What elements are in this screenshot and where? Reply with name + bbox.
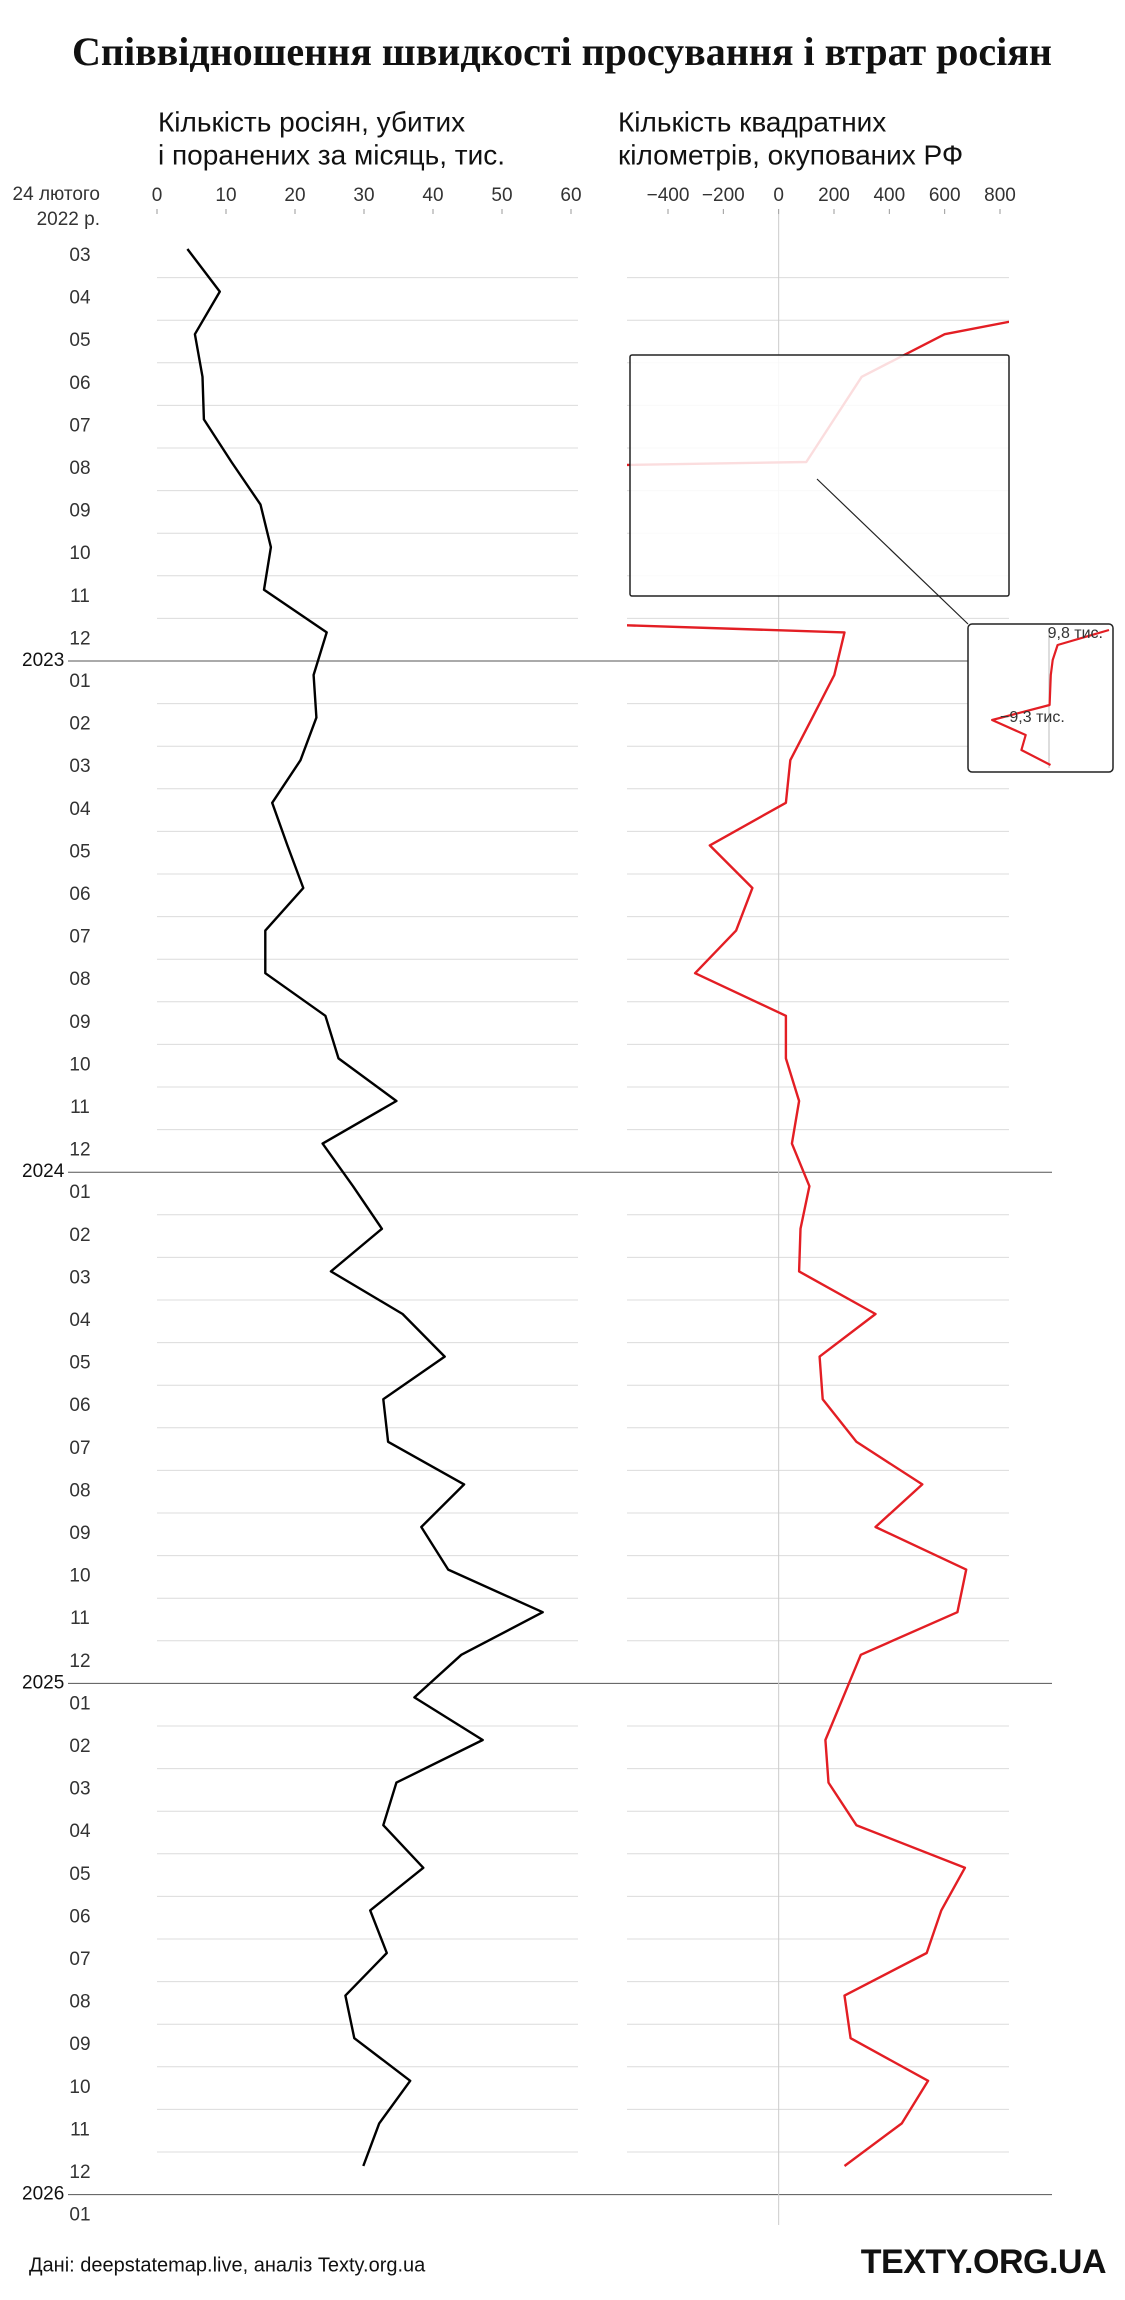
month-label: 05 bbox=[69, 330, 90, 351]
x-tick-label: 30 bbox=[353, 185, 374, 206]
month-label: 11 bbox=[70, 2119, 90, 2140]
year-label: 2024 bbox=[22, 1161, 65, 1182]
month-label: 09 bbox=[69, 1523, 90, 1544]
month-label: 04 bbox=[69, 799, 91, 820]
month-label: 04 bbox=[69, 288, 91, 309]
month-label: 05 bbox=[69, 1353, 90, 1374]
year-label: 2026 bbox=[22, 2184, 64, 2205]
x-axis-title: Кількість росіян, убитих bbox=[158, 106, 465, 137]
x-tick-label: −400 bbox=[647, 185, 690, 206]
month-label: 12 bbox=[69, 1651, 90, 1672]
month-label: 08 bbox=[69, 1992, 90, 2013]
month-label: 07 bbox=[69, 415, 90, 436]
month-label: 01 bbox=[69, 2205, 90, 2226]
month-label: 06 bbox=[69, 1906, 90, 1927]
x-tick-label: 50 bbox=[491, 185, 512, 206]
annotation: −9,3 тис. bbox=[1000, 709, 1065, 726]
start-label: 2022 р. bbox=[37, 209, 100, 230]
month-label: 06 bbox=[69, 884, 90, 905]
month-label: 10 bbox=[69, 543, 90, 564]
month-label: 07 bbox=[69, 927, 90, 948]
chart-title: Співвідношення швидкості просування і вт… bbox=[72, 29, 1052, 74]
month-label: 03 bbox=[69, 245, 90, 266]
month-label: 04 bbox=[69, 1310, 91, 1331]
month-label: 08 bbox=[69, 969, 90, 990]
x-tick-label: 60 bbox=[560, 185, 581, 206]
month-label: 08 bbox=[69, 1480, 90, 1501]
month-label: 08 bbox=[69, 458, 90, 479]
month-label: 01 bbox=[69, 1182, 90, 1203]
month-label: 05 bbox=[69, 841, 90, 862]
x-axis-title: кілометрів, окупованих РФ bbox=[618, 139, 963, 170]
month-label: 11 bbox=[70, 1097, 90, 1118]
annotation: 9,8 тис. bbox=[1048, 625, 1103, 642]
data-line bbox=[186, 248, 544, 2167]
month-label: 03 bbox=[69, 1267, 90, 1288]
month-label: 01 bbox=[69, 1693, 90, 1714]
month-label: 03 bbox=[69, 1779, 90, 1800]
month-label: 02 bbox=[69, 714, 90, 735]
x-tick-label: 400 bbox=[873, 185, 905, 206]
x-tick-label: 40 bbox=[422, 185, 443, 206]
inset-box bbox=[967, 623, 1114, 773]
month-label: 10 bbox=[69, 1054, 90, 1075]
month-label: 05 bbox=[69, 1864, 90, 1885]
year-label: 2025 bbox=[22, 1672, 64, 1693]
month-label: 02 bbox=[69, 1225, 90, 1246]
month-label: 12 bbox=[69, 1140, 90, 1161]
month-label: 02 bbox=[69, 1736, 90, 1757]
month-label: 12 bbox=[69, 2162, 90, 2183]
source: Дані: deepstatemap.live, аналіз Texty.or… bbox=[29, 2254, 426, 2276]
month-label: 10 bbox=[69, 1566, 90, 1587]
logo: TEXTY.ORG.UA bbox=[861, 2243, 1106, 2281]
x-tick-label: 20 bbox=[284, 185, 305, 206]
month-label: 04 bbox=[69, 1821, 91, 1842]
x-tick-label: 0 bbox=[152, 185, 163, 206]
x-axis-title: і поранених за місяць, тис. bbox=[158, 139, 505, 170]
month-label: 11 bbox=[70, 586, 90, 607]
month-label: 10 bbox=[69, 2077, 90, 2098]
x-tick-label: 0 bbox=[773, 185, 784, 206]
month-label: 09 bbox=[69, 501, 90, 522]
inset-line bbox=[991, 628, 1110, 766]
month-label: 09 bbox=[69, 2034, 90, 2055]
month-label: 06 bbox=[69, 373, 90, 394]
month-label: 06 bbox=[69, 1395, 90, 1416]
x-tick-label: −200 bbox=[702, 185, 745, 206]
x-tick-label: 600 bbox=[929, 185, 961, 206]
month-label: 11 bbox=[70, 1608, 90, 1629]
month-label: 01 bbox=[69, 671, 90, 692]
start-label: 24 лютого bbox=[13, 184, 100, 205]
leader-line bbox=[816, 478, 969, 625]
x-tick-label: 10 bbox=[215, 185, 236, 206]
month-label: 07 bbox=[69, 1949, 90, 1970]
year-label: 2023 bbox=[22, 650, 64, 671]
month-label: 03 bbox=[69, 756, 90, 777]
x-tick-label: 200 bbox=[818, 185, 850, 206]
month-label: 09 bbox=[69, 1012, 90, 1033]
x-axis-title: Кількість квадратних bbox=[618, 106, 886, 137]
data-line bbox=[627, 320, 1009, 2167]
x-tick-label: 800 bbox=[984, 185, 1016, 206]
zoom-box bbox=[629, 354, 1010, 597]
month-label: 12 bbox=[69, 628, 90, 649]
month-label: 07 bbox=[69, 1438, 90, 1459]
